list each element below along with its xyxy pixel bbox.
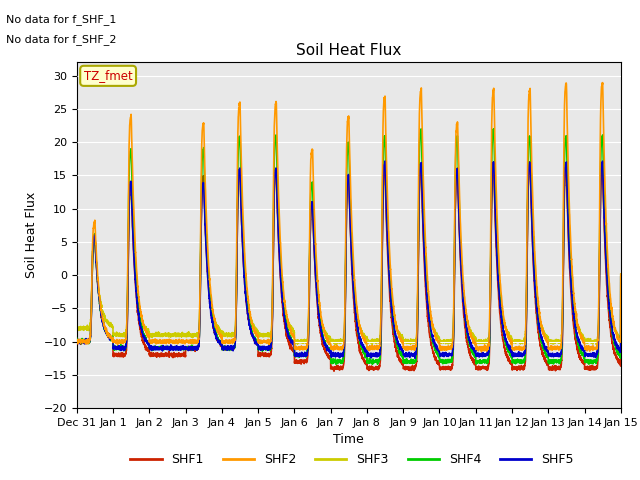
Text: TZ_fmet: TZ_fmet <box>84 69 132 83</box>
Y-axis label: Soil Heat Flux: Soil Heat Flux <box>25 192 38 278</box>
Text: No data for f_SHF_2: No data for f_SHF_2 <box>6 34 117 45</box>
Title: Soil Heat Flux: Soil Heat Flux <box>296 44 401 59</box>
Legend: SHF1, SHF2, SHF3, SHF4, SHF5: SHF1, SHF2, SHF3, SHF4, SHF5 <box>125 448 579 471</box>
X-axis label: Time: Time <box>333 433 364 446</box>
Text: No data for f_SHF_1: No data for f_SHF_1 <box>6 14 116 25</box>
